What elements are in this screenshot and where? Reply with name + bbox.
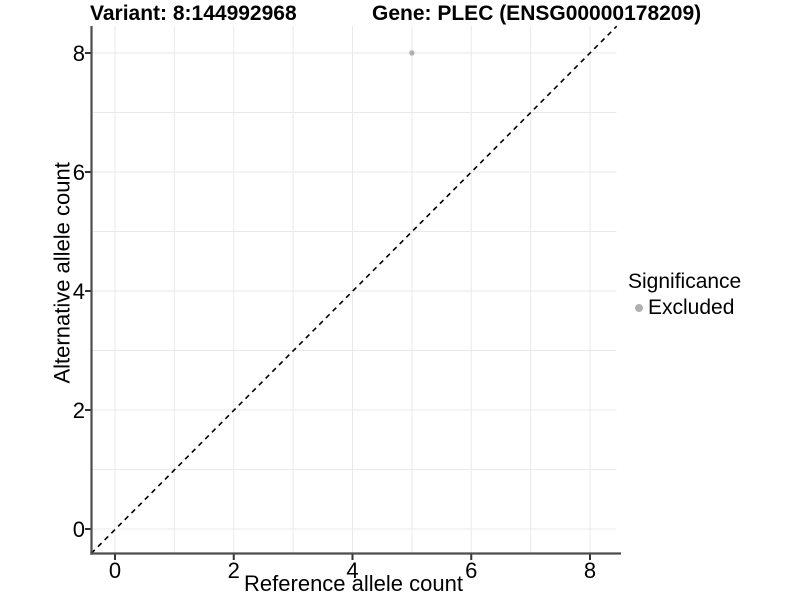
y-tick-label: 2 bbox=[73, 398, 85, 423]
x-tick-label: 4 bbox=[346, 558, 358, 583]
x-tick-label: 0 bbox=[109, 558, 121, 583]
y-axis-title: Alternative allele count bbox=[49, 162, 75, 384]
legend-item-label: Excluded bbox=[648, 296, 735, 320]
legend-title: Significance bbox=[628, 270, 742, 293]
y-tick-label: 6 bbox=[73, 160, 85, 185]
x-tick-label: 2 bbox=[228, 558, 240, 583]
y-tick-label: 0 bbox=[73, 517, 85, 542]
x-tick-label: 8 bbox=[584, 558, 596, 583]
plot-title-variant: Variant: 8:144992968 bbox=[90, 2, 297, 25]
identity-line bbox=[90, 25, 618, 554]
legend-item-excluded: Excluded bbox=[628, 296, 741, 320]
legend-point-icon bbox=[635, 304, 643, 313]
legend: Significance Excluded bbox=[628, 270, 741, 320]
x-axis-title: Reference allele count bbox=[244, 571, 463, 596]
plot-title-gene: Gene: PLEC (ENSG00000178209) bbox=[372, 2, 702, 25]
x-tick-label: 6 bbox=[465, 558, 477, 583]
y-tick-label: 4 bbox=[73, 279, 85, 304]
y-tick-label: 8 bbox=[73, 41, 85, 66]
data-point bbox=[409, 50, 415, 56]
